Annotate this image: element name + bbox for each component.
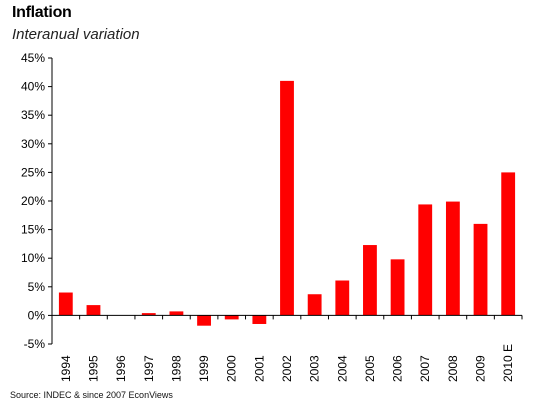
x-tick-label: 2002 xyxy=(280,355,294,382)
bar xyxy=(224,315,239,320)
y-tick-label: -5% xyxy=(24,337,46,351)
bar xyxy=(390,259,405,316)
bar xyxy=(86,305,101,316)
y-tick-label: 45% xyxy=(21,51,45,65)
x-tick-label: 1998 xyxy=(169,355,183,382)
x-tick-label: 2004 xyxy=(335,355,349,382)
y-tick-label: 15% xyxy=(21,223,45,237)
bar xyxy=(307,294,322,316)
x-tick-label: 2005 xyxy=(363,355,377,382)
bar xyxy=(141,313,156,316)
x-tick-label: 1996 xyxy=(114,355,128,382)
y-tick-label: 10% xyxy=(21,251,45,265)
y-tick-label: 35% xyxy=(21,108,45,122)
bar xyxy=(418,204,433,316)
bar xyxy=(252,315,267,324)
x-tick-label: 2009 xyxy=(474,355,488,382)
x-tick-label: 2007 xyxy=(418,355,432,382)
bars xyxy=(58,80,516,326)
x-tick-label: 2000 xyxy=(225,355,239,382)
bar xyxy=(58,292,73,316)
bar xyxy=(280,80,294,316)
x-tick-label: 1994 xyxy=(59,355,73,382)
x-tick-label: 1997 xyxy=(142,355,156,382)
bar xyxy=(363,245,377,316)
bar xyxy=(473,223,488,316)
x-tick-label: 2010 E xyxy=(501,344,515,382)
x-tick-label: 1999 xyxy=(197,355,211,382)
x-tick-label: 2001 xyxy=(252,355,266,382)
bar xyxy=(169,311,184,316)
chart-subtitle: Interanual variation xyxy=(12,26,140,43)
x-axis-ticks xyxy=(79,315,523,320)
x-tick-label: 2003 xyxy=(308,355,322,382)
x-axis-labels: 1994 1995 1996 1997 1998 1999 2000 2001 2002 2003… xyxy=(59,344,515,382)
y-tick-label: 20% xyxy=(21,194,45,208)
chart-title: Inflation xyxy=(12,4,72,21)
bar xyxy=(335,280,350,316)
bar xyxy=(501,172,516,316)
x-tick-label: 2006 xyxy=(391,355,405,382)
y-tick-label: 40% xyxy=(21,80,45,94)
y-axis-ticks: -5% 0% 5% 10% 15% 20% 25% 30% 35% 40% 45% xyxy=(21,51,52,351)
x-tick-label: 2008 xyxy=(446,355,460,382)
y-tick-label: 0% xyxy=(28,308,46,322)
bar xyxy=(197,315,211,326)
y-tick-label: 30% xyxy=(21,137,45,151)
y-tick-label: 5% xyxy=(28,280,46,294)
x-tick-label: 1995 xyxy=(86,355,100,382)
source-note: Source: INDEC & since 2007 EconViews xyxy=(10,390,173,400)
y-tick-label: 25% xyxy=(21,165,45,179)
bar xyxy=(445,201,460,316)
